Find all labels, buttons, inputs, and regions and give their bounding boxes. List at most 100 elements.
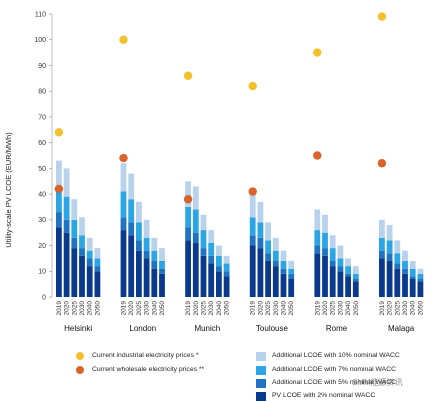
bar-w10	[159, 248, 165, 261]
y-tick-label: 40	[38, 191, 46, 198]
bar-w10	[192, 186, 199, 210]
x-tick-label: 2020	[193, 301, 200, 316]
bar-w10	[409, 260, 416, 269]
bar-base	[151, 268, 158, 297]
bar-base	[386, 260, 393, 297]
x-tick-label: 2040	[345, 301, 352, 316]
bar-base	[56, 227, 62, 297]
bar-w5	[79, 248, 85, 256]
x-tick-label: 2040	[410, 301, 417, 316]
x-tick-label: 2019	[121, 301, 128, 316]
city-label: Malaga	[388, 324, 415, 333]
bar-base	[86, 266, 93, 297]
bar-w7	[208, 242, 215, 256]
bar-base	[128, 235, 135, 297]
x-tick-label: 2040	[281, 301, 288, 316]
bar-w10	[288, 260, 295, 269]
bar-base	[223, 276, 230, 297]
bar-base	[136, 250, 142, 297]
bar-w5	[265, 253, 271, 261]
legend-industrial-label: Current industrial electricity prices *	[92, 352, 199, 359]
bar-w7	[329, 248, 336, 261]
bar-w5	[288, 273, 295, 279]
bar-base	[288, 278, 295, 297]
x-tick-label: 2030	[208, 301, 215, 316]
bar-w5	[185, 227, 191, 241]
bar-w7	[265, 240, 271, 254]
wholesale-price-point	[119, 153, 128, 163]
bar-base	[185, 240, 191, 297]
y-tick-label: 110	[35, 11, 46, 18]
bar-base	[192, 242, 199, 297]
bar-w7	[402, 260, 408, 269]
bar-base	[143, 258, 150, 297]
bar-base	[272, 266, 279, 297]
bar-w5	[417, 278, 424, 282]
price-markers	[54, 12, 387, 204]
x-tick-label: 2019	[250, 301, 257, 316]
bar-w10	[79, 217, 85, 236]
bar-w10	[208, 230, 215, 243]
bar-w10	[128, 173, 135, 200]
base-swatch-icon	[256, 392, 266, 401]
bar-w7	[288, 268, 295, 274]
x-tick-label: 2050	[224, 301, 231, 316]
bar-base	[208, 263, 215, 297]
legend-base-label: PV LCOE with 2% nominal WACC	[272, 392, 376, 399]
wholesale-price-point	[183, 195, 193, 204]
x-tick-label: 2019	[56, 301, 63, 316]
y-axis: 0 10 20 30 40 50 60 70 80 90 100 110	[34, 11, 53, 301]
bar-w7	[151, 250, 158, 261]
bar-w5	[409, 276, 416, 279]
x-tick-label: 2020	[322, 301, 329, 316]
bar-w10	[345, 258, 351, 267]
x-tick-label: 2030	[144, 301, 151, 316]
bar-w5	[379, 250, 385, 259]
bar-w10	[200, 214, 207, 231]
wholesale-price-point	[313, 151, 322, 160]
bar-w5	[151, 260, 158, 269]
bar-w5	[337, 266, 344, 272]
bar-base	[409, 278, 416, 297]
bar-w7	[314, 230, 321, 246]
bar-w10	[185, 181, 191, 207]
bar-w7	[223, 263, 230, 272]
x-tick-label: 2025	[201, 301, 208, 316]
w5-swatch-icon	[256, 379, 266, 388]
bar-base	[200, 255, 207, 297]
x-tick-label: 2019	[314, 301, 321, 316]
legend-wholesale-label: Current wholesale electricity prices **	[92, 366, 205, 373]
bar-w5	[257, 237, 264, 249]
bar-w7	[120, 191, 127, 218]
x-tick-label: 2020	[257, 301, 264, 316]
x-tick-label: 2030	[273, 301, 280, 316]
bar-base	[265, 260, 271, 297]
bar-w5	[223, 271, 230, 277]
bar-base	[79, 255, 85, 297]
bar-w5	[86, 258, 93, 267]
x-tick-label: 2050	[94, 301, 101, 316]
bar-w10	[402, 250, 408, 261]
x-tick-label: 2050	[159, 301, 166, 316]
y-tick-label: 0	[42, 294, 46, 301]
bar-w10	[249, 194, 256, 218]
bar-w7	[417, 273, 424, 279]
x-tick-label: 2025	[136, 301, 143, 316]
bar-w5	[249, 235, 256, 246]
x-tick-label: 2040	[87, 301, 94, 316]
bar-w5	[352, 278, 359, 282]
bar-w7	[192, 209, 199, 233]
bar-w5	[345, 273, 351, 277]
bar-w10	[94, 248, 101, 259]
bar-w7	[272, 250, 279, 261]
industrial-price-point	[248, 81, 257, 91]
bar-w10	[272, 237, 279, 251]
legend-w5-label: Additional LCOE with 5% nominal WACC	[272, 379, 397, 386]
bar-w5	[71, 237, 78, 249]
y-tick-label: 20	[38, 243, 46, 250]
wholesale-price-point	[248, 187, 257, 196]
bar-w5	[120, 217, 127, 231]
bar-w5	[208, 255, 215, 264]
bar-base	[63, 232, 70, 297]
bar-w7	[94, 258, 101, 267]
